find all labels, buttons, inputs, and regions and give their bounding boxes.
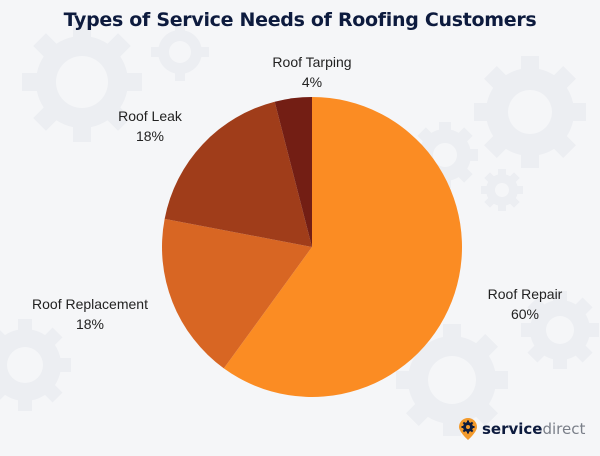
label-name: Roof Repair — [487, 286, 563, 302]
brand-name: servicedirect — [482, 420, 585, 438]
label-value: 60% — [510, 306, 540, 322]
label-name: Roof Replacement — [32, 296, 148, 312]
label-roof-tarping: Roof Tarping 4% — [232, 52, 392, 92]
label-roof-leak: Roof Leak 18% — [100, 106, 200, 146]
brand-light: direct — [542, 420, 586, 438]
slice-roof-leak — [164, 101, 312, 247]
servicedirect-logo: servicedirect — [459, 418, 585, 440]
label-name: Roof Leak — [118, 108, 182, 124]
slice-roof-repair — [223, 97, 462, 397]
label-roof-repair: Roof Repair 60% — [470, 284, 580, 324]
brand-bold: service — [482, 420, 543, 438]
label-roof-replacement: Roof Replacement 18% — [20, 294, 160, 334]
slice-roof-tarping — [274, 97, 312, 247]
gear-pin-icon — [459, 418, 477, 440]
label-name: Roof Tarping — [272, 54, 352, 70]
label-value: 18% — [75, 316, 105, 332]
slice-roof-replacement — [161, 218, 312, 369]
label-value: 18% — [135, 128, 165, 144]
label-value: 4% — [301, 74, 323, 90]
chart-title: Types of Service Needs of Roofing Custom… — [63, 9, 537, 31]
